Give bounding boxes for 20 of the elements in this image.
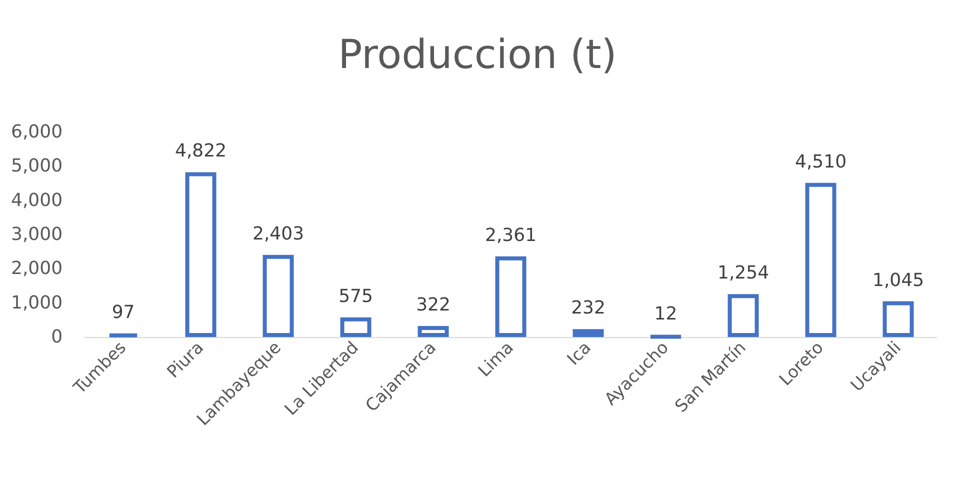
data-label: 4,510 bbox=[794, 151, 847, 172]
data-label: 97 bbox=[112, 302, 135, 323]
y-tick-label: 6,000 bbox=[11, 122, 63, 142]
y-tick-label: 1,000 bbox=[11, 292, 63, 314]
x-tick-label: Ica bbox=[564, 338, 596, 370]
data-label: 1,254 bbox=[717, 262, 770, 284]
data-label: 2,403 bbox=[252, 223, 304, 244]
y-tick-label: 3,000 bbox=[11, 224, 63, 245]
y-tick-label: 5,000 bbox=[11, 156, 63, 177]
data-label: 2,361 bbox=[485, 224, 537, 246]
y-tick-label: 2,000 bbox=[11, 258, 63, 280]
data-label: 1,045 bbox=[872, 270, 924, 291]
data-label: 12 bbox=[654, 303, 678, 324]
y-tick-label: 0 bbox=[51, 326, 63, 348]
y-tick-label: 4,000 bbox=[11, 190, 63, 211]
data-label: 575 bbox=[338, 286, 373, 307]
data-label: 4,822 bbox=[175, 140, 227, 162]
chart-title: Produccion (t) bbox=[338, 32, 617, 78]
data-label: 232 bbox=[571, 298, 606, 319]
data-label: 322 bbox=[416, 294, 450, 316]
